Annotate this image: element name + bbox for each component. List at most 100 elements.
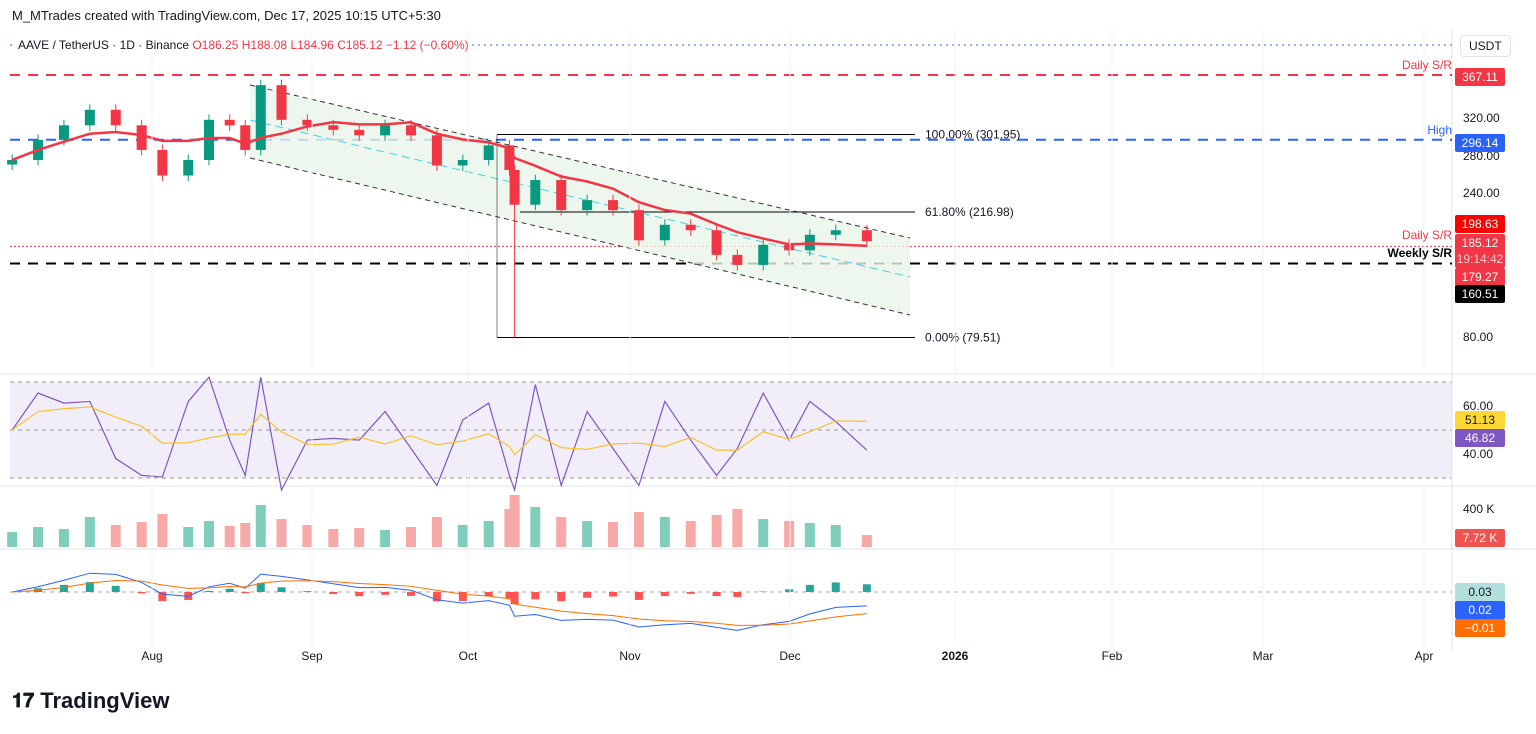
candle-body <box>758 244 769 265</box>
volume-bar <box>758 519 769 547</box>
macd-histogram-bar <box>137 592 146 594</box>
macd-histogram-bar <box>510 592 519 605</box>
macd-histogram-bar <box>609 592 618 597</box>
volume-bar <box>84 517 95 547</box>
rsi-ma-tag: 51.13 <box>1455 411 1505 429</box>
macd-histogram-bar <box>458 592 467 601</box>
macd-histogram-bar <box>329 592 338 595</box>
macd-histogram-bar <box>256 582 265 592</box>
candle-body <box>224 119 235 126</box>
macd-histogram-bar <box>381 592 390 595</box>
macd-histogram-bar <box>225 588 234 592</box>
symbol-legend: AAVE / TetherUS · 1D · Binance O186.25 H… <box>16 38 471 52</box>
candle-body <box>157 149 168 176</box>
fib-label: 100.00% (301.95) <box>925 127 1020 141</box>
volume-bar <box>354 528 365 547</box>
volume-bar <box>457 525 468 547</box>
macd-histogram-bar <box>862 584 871 592</box>
price-tag: 296.14 <box>1455 134 1505 152</box>
volume-bar <box>483 521 494 547</box>
volume-bar <box>509 495 520 547</box>
candle-body <box>504 145 515 171</box>
volume-tick: 400 K <box>1463 502 1495 516</box>
candle-body <box>530 180 541 205</box>
channel-upper <box>249 84 911 239</box>
channel-mid <box>249 119 911 278</box>
fib-label: 0.00% (79.51) <box>925 330 1000 344</box>
candle-body <box>711 230 722 255</box>
candle-body <box>354 129 365 136</box>
volume-bar <box>255 505 266 547</box>
rsi-tag: 46.82 <box>1455 429 1505 447</box>
macd-histogram-bar <box>712 592 721 597</box>
volume-bar <box>804 523 815 547</box>
volume-bar <box>431 517 442 547</box>
macd-histogram-bar <box>733 592 742 597</box>
macd-histogram-bar <box>277 587 286 592</box>
channel-fill <box>250 85 910 315</box>
ma-tag: 198.63 <box>1455 215 1505 233</box>
macd-histogram-bar <box>432 592 441 602</box>
macd-histogram-bar <box>557 592 566 602</box>
candle-body <box>110 109 121 126</box>
candle-body <box>58 125 69 140</box>
credit-line: M_MTrades created with TradingView.com, … <box>12 8 441 23</box>
volume-bar <box>110 525 121 547</box>
last-price-tag: 185.12 <box>1455 234 1505 254</box>
x-axis-tick: Sep <box>301 649 323 663</box>
x-axis-tick: 2026 <box>941 649 969 663</box>
candle-body <box>84 109 95 126</box>
interval: 1D <box>119 38 135 52</box>
macd-histogram-bar <box>634 592 643 600</box>
volume-bar <box>380 530 391 547</box>
price-tag: 179.27 <box>1455 268 1505 286</box>
macd-histogram-bar <box>59 584 68 592</box>
candle-body <box>830 230 841 235</box>
candle-body <box>276 85 287 120</box>
candle-body <box>328 125 339 130</box>
volume-bar <box>685 521 696 547</box>
level-label: High <box>1427 123 1452 137</box>
candle-body <box>431 135 442 166</box>
x-axis-tick: Aug <box>141 649 163 663</box>
volume-bar <box>183 527 194 547</box>
candle-body <box>685 224 696 231</box>
volume-bar <box>732 509 743 547</box>
volume-bar <box>861 535 872 547</box>
candle-body <box>302 119 313 126</box>
candle-body <box>784 244 795 251</box>
tradingview-logo[interactable]: 𝟏𝟕 TradingView <box>12 688 169 714</box>
volume-bar <box>784 521 795 547</box>
macd-histogram-bar <box>505 592 514 599</box>
currency-button[interactable]: USDT <box>1460 35 1511 57</box>
price-tick: 280.00 <box>1463 149 1500 163</box>
rsi-ma-line <box>11 406 867 456</box>
volume-tag: 7.72 K <box>1455 529 1505 547</box>
volume-bar <box>224 526 235 547</box>
volume-bar <box>276 519 287 547</box>
rsi-line <box>11 376 868 493</box>
x-axis-tick: Oct <box>458 649 478 663</box>
candle-body <box>582 200 593 211</box>
macd-histogram-bar <box>484 592 493 597</box>
macd-line <box>12 572 867 631</box>
macd-tag: 0.02 <box>1455 601 1505 619</box>
macd-histogram-bar <box>831 582 840 592</box>
macd-histogram-bar <box>407 592 415 596</box>
candle-body <box>608 200 619 211</box>
macd-histogram-bar <box>531 592 540 600</box>
price-tick: 80.00 <box>1463 330 1494 344</box>
moving-average-line <box>11 120 867 248</box>
x-axis-tick: Apr <box>1414 649 1434 663</box>
macd-histogram-bar <box>158 592 167 602</box>
tv-logo-icon: 𝟏𝟕 <box>12 689 35 712</box>
candle-body <box>633 210 644 241</box>
ohlc-change: −1.12 (−0.60%) <box>385 38 469 52</box>
macd-histogram-bar <box>805 584 814 592</box>
candle-body <box>483 145 494 160</box>
volume-bar <box>556 517 567 547</box>
rsi-tick: 60.00 <box>1463 399 1494 413</box>
volume-bar <box>58 529 69 547</box>
volume-bar <box>659 517 670 547</box>
